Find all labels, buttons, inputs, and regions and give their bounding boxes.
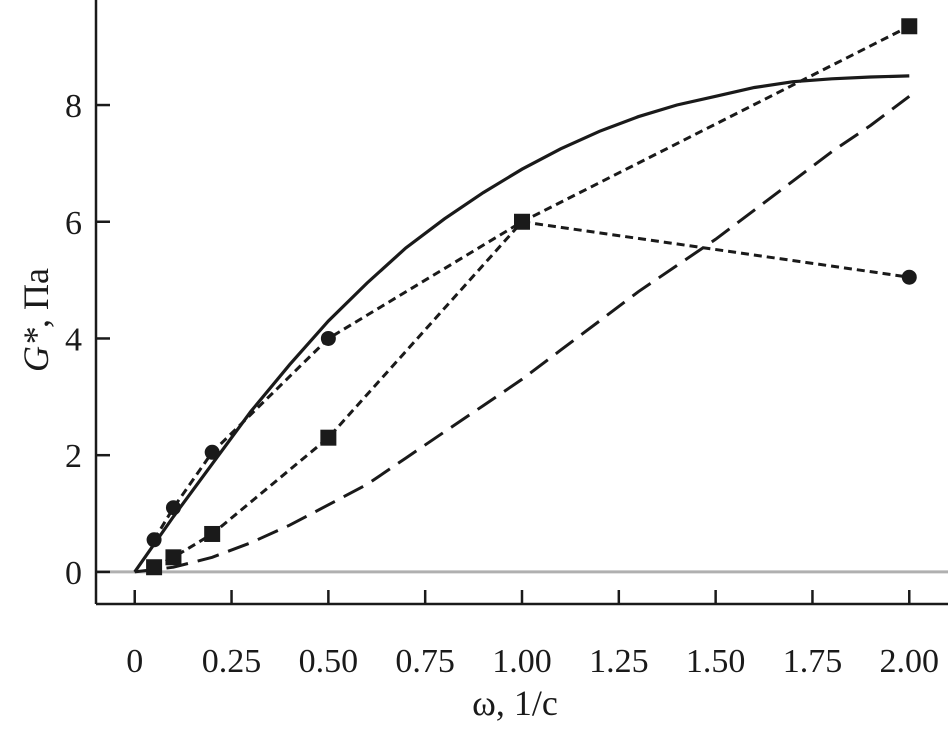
series-3-line [133, 74, 910, 573]
series-2-point [204, 525, 221, 542]
series-1-point [204, 444, 220, 460]
y-axis-label-symbol: G* [16, 328, 56, 372]
series-2-point [146, 559, 163, 576]
y-axis-label: G*, Па [16, 268, 56, 372]
series-1-point [320, 330, 336, 346]
x-tick-label: 2.00 [880, 643, 940, 680]
y-tick-label: 2 [65, 438, 82, 475]
series-2-point [514, 213, 530, 230]
x-tick-label: 1.00 [492, 643, 552, 680]
x-tick-label: 1.75 [783, 643, 843, 680]
y-ticks: 0 2 4 6 8 [65, 88, 110, 592]
x-tick-label: 1.25 [589, 643, 649, 680]
x-axis-label: ω, 1/c [472, 683, 558, 723]
series-1-line [152, 220, 910, 541]
series-1-point [146, 532, 162, 548]
x-tick-label: 0.75 [395, 643, 455, 680]
series-1-point [901, 269, 917, 285]
x-tick-label: 0 [126, 643, 143, 680]
x-ticks: 0 0.25 0.50 0.75 1.00 1.25 1.50 1.75 2.00 [126, 590, 939, 680]
series-2-point [320, 429, 337, 446]
y-axis-label-unit: , Па [16, 268, 56, 328]
series-layer [133, 18, 918, 576]
y-tick-label: 6 [65, 205, 82, 242]
plot-area: 0 2 4 6 8 0 0.25 0.50 0.75 1.00 1.25 1.50 1.75 2.00 [65, 0, 948, 680]
y-tick-label: 8 [65, 88, 82, 125]
series-2-line [153, 24, 910, 569]
x-tick-label: 1.50 [686, 643, 746, 680]
x-tick-label: 0.50 [299, 643, 359, 680]
y-tick-label: 4 [65, 321, 82, 358]
x-tick-label: 0.25 [202, 643, 262, 680]
series-2-point [165, 549, 182, 566]
series-2-point [901, 18, 918, 35]
y-tick-label: 0 [65, 555, 82, 592]
series-4-line [134, 95, 911, 574]
